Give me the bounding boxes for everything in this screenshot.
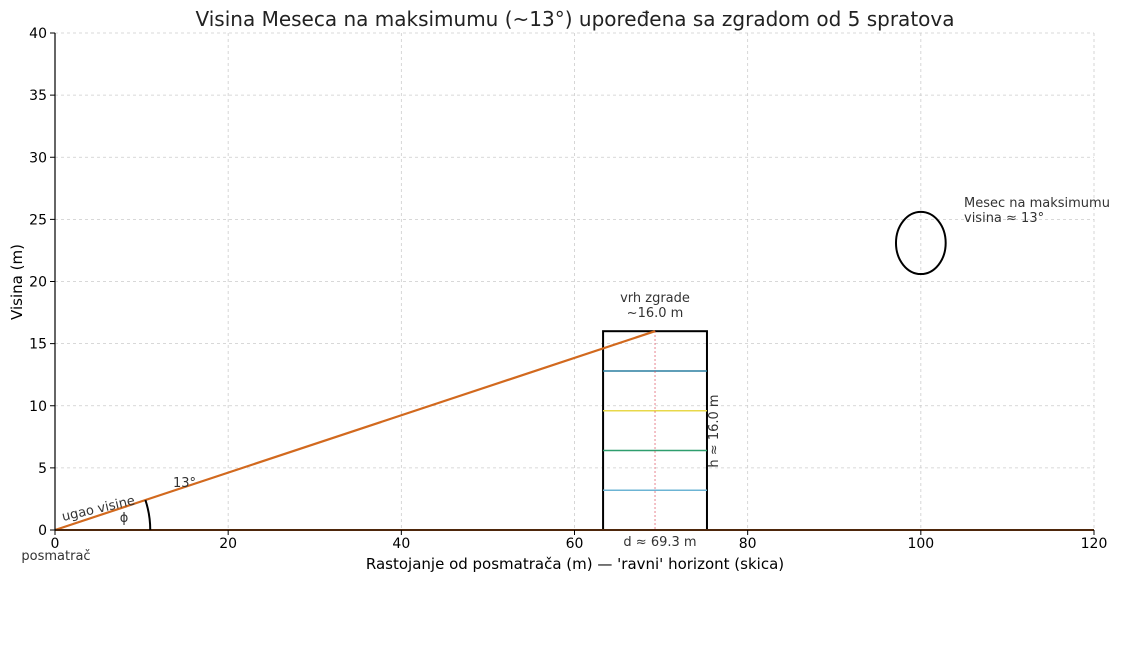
- x-tick-label: 120: [1081, 536, 1108, 552]
- x-tick-label: 80: [739, 536, 757, 552]
- distance-label: d ≈ 69.3 m: [623, 535, 696, 550]
- x-tick-label: 60: [566, 536, 584, 552]
- angle-value-label: 13°: [173, 476, 196, 491]
- x-tick-label: 0: [51, 536, 60, 552]
- moon-altitude-label: visina ≈ 13°: [964, 211, 1044, 226]
- observer-label: posmatrač: [21, 549, 90, 564]
- y-tick-label: 40: [29, 26, 47, 42]
- x-tick-label: 20: [219, 536, 237, 552]
- y-tick-label: 30: [29, 150, 47, 166]
- x-axis-label: Rastojanje od posmatrača (m) — 'ravni' h…: [366, 555, 784, 573]
- y-tick-label: 25: [29, 212, 47, 228]
- y-axis-label: Visina (m): [8, 244, 26, 320]
- x-tick-label: 100: [907, 536, 934, 552]
- angle-arc: [144, 499, 152, 531]
- y-tick-label: 35: [29, 88, 47, 104]
- y-tick-label: 0: [38, 523, 47, 539]
- x-tick-label: 40: [392, 536, 410, 552]
- chart-title: Visina Meseca na maksimumu (~13°) upoređ…: [196, 7, 955, 31]
- y-tick-label: 20: [29, 275, 47, 291]
- axes: 0 20 40 60 80 100 120 0 5 10 15 20 25 30 35 40: [29, 26, 1107, 552]
- building-top-value-label: ~16.0 m: [627, 306, 684, 321]
- moon-label: Mesec na maksimumu: [964, 196, 1110, 211]
- y-tick-label: 5: [38, 461, 47, 477]
- building-height-label: h ≈ 16.0 m: [707, 394, 722, 467]
- angle-symbol-label: ϕ: [120, 511, 129, 526]
- y-tick-label: 15: [29, 337, 47, 353]
- grid: [54, 32, 1095, 531]
- sight-line: [54, 330, 656, 532]
- building-top-label: vrh zgrade: [620, 291, 690, 306]
- y-tick-label: 10: [29, 399, 47, 415]
- moon-circle: [894, 210, 947, 276]
